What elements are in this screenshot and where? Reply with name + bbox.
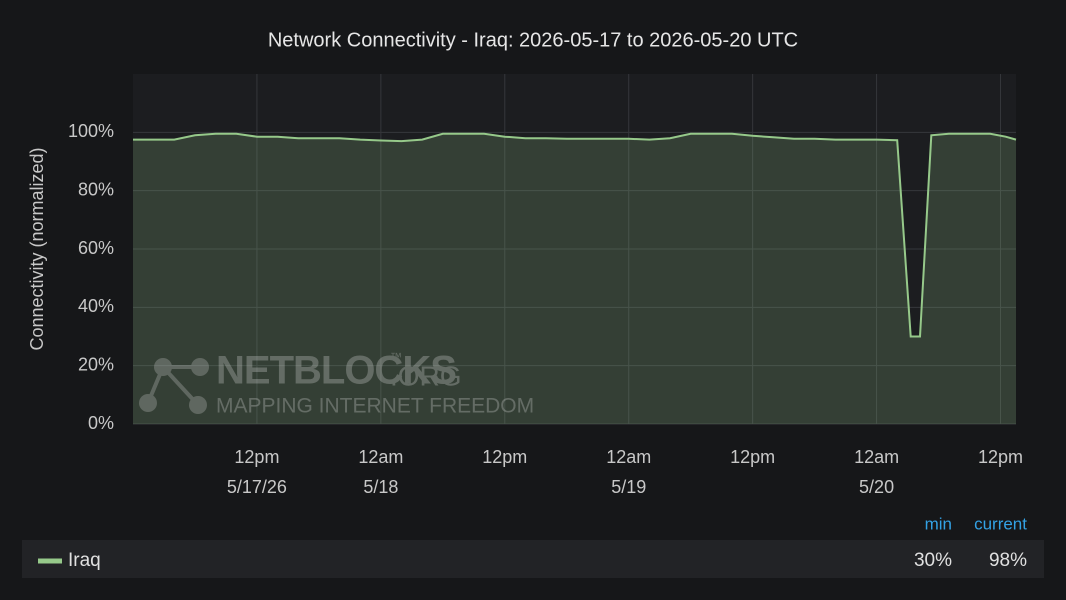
watermark-suffix: .ORG xyxy=(390,360,462,391)
series-line xyxy=(133,132,1017,338)
logo-dot xyxy=(189,396,207,414)
logo-link xyxy=(146,365,200,407)
y-tick-label: 60% xyxy=(78,238,114,258)
y-tick-label: 0% xyxy=(88,413,114,433)
legend-label[interactable]: Iraq xyxy=(68,550,101,571)
y-tick-label: 40% xyxy=(78,296,114,316)
y-axis-label: Connectivity (normalized) xyxy=(27,147,47,350)
y-tick-label: 100% xyxy=(68,121,114,141)
area-fill xyxy=(133,133,1016,425)
x-tick-label: 12am xyxy=(854,447,899,467)
logo-dot xyxy=(154,358,172,376)
legend-header: current xyxy=(974,514,1027,533)
chart-title: Network Connectivity - Iraq: 2026-05-17 … xyxy=(268,29,798,51)
watermark-tagline: MAPPING INTERNET FREEDOM xyxy=(216,395,534,418)
logo-dot xyxy=(139,394,157,412)
x-tick-label: 12am xyxy=(358,447,403,467)
x-tick-label: 12pm xyxy=(730,447,775,467)
x-tick-label: 12pm xyxy=(482,447,527,467)
y-tick-label: 20% xyxy=(78,354,114,374)
x-tick-label: 12pm xyxy=(978,447,1023,467)
legend-row xyxy=(22,540,1044,578)
x-tick-label: 12am xyxy=(606,447,651,467)
watermark-tm: ™ xyxy=(390,350,402,364)
y-tick-label: 80% xyxy=(78,179,114,199)
x-tick-date: 5/18 xyxy=(363,477,398,497)
x-tick-date: 5/19 xyxy=(611,477,646,497)
watermark: NETBLOCKS ™ .ORG MAPPING INTERNET FREEDO… xyxy=(139,349,534,418)
x-tick-label: 12pm xyxy=(234,447,279,467)
watermark-name: NETBLOCKS xyxy=(216,349,456,393)
legend-header: min xyxy=(925,514,952,533)
legend-value: 30% xyxy=(914,550,952,571)
x-tick-date: 5/20 xyxy=(859,477,894,497)
x-tick-date: 5/17/26 xyxy=(227,477,287,497)
logo-dot xyxy=(191,358,209,376)
legend-value: 98% xyxy=(989,550,1027,571)
